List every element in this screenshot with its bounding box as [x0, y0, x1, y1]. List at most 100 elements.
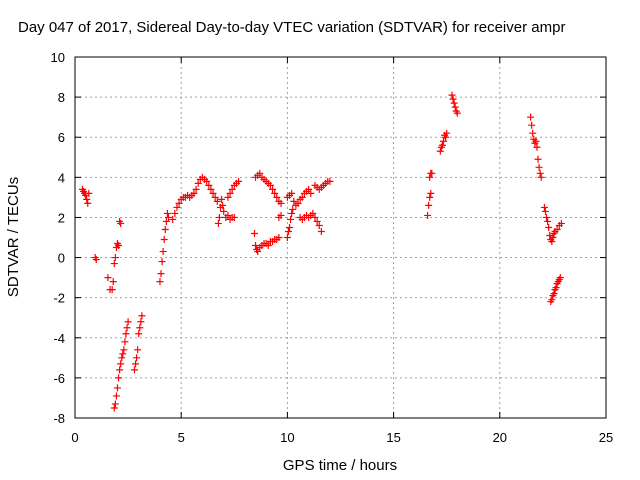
x-tick-label: 5 — [178, 430, 185, 445]
data-point-plus-marker — [113, 384, 121, 392]
data-point-plus-marker — [552, 284, 560, 292]
data-point-plus-marker — [548, 238, 556, 246]
data-point-plus-marker — [448, 91, 456, 99]
data-point-plus-marker — [442, 133, 450, 141]
data-point-plus-marker — [109, 278, 117, 286]
data-point-plus-marker — [427, 189, 435, 197]
data-point-plus-marker — [529, 129, 537, 137]
data-point-plus-marker — [550, 290, 558, 298]
data-point-plus-marker — [121, 338, 129, 346]
y-tick-label: 4 — [58, 170, 65, 185]
data-point-plus-marker — [130, 366, 138, 374]
data-point-plus-marker — [288, 189, 296, 197]
data-point-plus-marker — [207, 185, 215, 193]
data-point-plus-marker — [215, 213, 223, 221]
data-point-plus-marker — [175, 199, 183, 207]
data-point-plus-marker — [532, 137, 540, 145]
data-point-plus-marker — [112, 392, 120, 400]
data-point-plus-marker — [284, 227, 292, 235]
plot-frame — [74, 56, 607, 419]
data-point-plus-marker — [116, 366, 124, 374]
data-point-plus-marker — [228, 185, 236, 193]
data-point-plus-marker — [235, 177, 243, 185]
data-point-plus-marker — [224, 211, 232, 219]
data-point-plus-marker — [209, 189, 217, 197]
data-point-plus-marker — [92, 256, 100, 264]
data-point-plus-marker — [450, 99, 458, 107]
data-point-plus-marker — [277, 211, 285, 219]
data-point-plus-marker — [556, 274, 564, 282]
data-point-plus-marker — [213, 197, 221, 205]
data-point-plus-marker — [294, 199, 302, 207]
data-point-plus-marker — [132, 360, 140, 368]
axis-ticks: 0 5 10 15 20 25 -8 -6 -4 -2 0 2 4 6 8 10 — [51, 50, 614, 445]
data-point-plus-marker — [123, 324, 131, 332]
data-point-plus-marker — [111, 400, 119, 408]
data-point-plus-marker — [156, 278, 164, 286]
data-point-plus-marker — [173, 203, 181, 211]
data-point-plus-marker — [115, 374, 123, 382]
data-point-plus-marker — [305, 185, 313, 193]
data-point-plus-marker — [133, 354, 141, 362]
x-axis-title: GPS time / hours — [283, 457, 397, 474]
data-point-plus-marker — [194, 179, 202, 187]
data-point-plus-marker — [313, 217, 321, 225]
data-point-plus-marker — [160, 236, 168, 244]
data-point-plus-marker — [164, 213, 172, 221]
data-point-plus-marker — [122, 330, 130, 338]
data-point-plus-marker — [287, 215, 295, 223]
y-tick-label: -8 — [53, 411, 65, 426]
data-point-plus-marker — [192, 185, 200, 193]
data-point-plus-marker — [226, 189, 234, 197]
y-tick-label: -2 — [53, 291, 65, 306]
x-tick-label: 10 — [280, 430, 294, 445]
grid-lines — [75, 57, 606, 418]
data-point-plus-marker — [533, 143, 541, 151]
data-point-plus-marker — [451, 103, 459, 111]
data-point-plus-marker — [264, 242, 272, 250]
data-point-plus-marker — [135, 330, 143, 338]
data-point-plus-marker — [250, 229, 258, 237]
data-point-plus-marker — [549, 234, 557, 241]
data-point-plus-marker — [205, 181, 213, 189]
chart-title: Day 047 of 2017, Sidereal Day-to-day VTE… — [18, 19, 565, 36]
data-point-plus-marker — [275, 234, 283, 241]
y-tick-label: -4 — [53, 331, 65, 346]
data-point-plus-marker — [545, 223, 553, 231]
data-point-plus-marker — [309, 209, 317, 217]
data-point-plus-marker — [273, 193, 281, 201]
data-point-plus-marker — [137, 318, 145, 326]
data-point-plus-marker — [138, 312, 146, 320]
data-point-plus-marker — [136, 324, 144, 332]
data-point-plus-marker — [161, 225, 169, 233]
data-point-plus-marker — [315, 221, 323, 229]
data-point-plus-marker — [218, 195, 226, 203]
data-point-plus-marker — [311, 213, 319, 221]
data-point-plus-marker — [159, 248, 167, 256]
data-point-plus-marker — [528, 121, 536, 129]
data-point-plus-marker — [440, 137, 448, 145]
data-point-plus-marker — [256, 169, 264, 177]
data-point-plus-marker — [298, 193, 306, 201]
y-tick-label: 0 — [58, 251, 65, 266]
x-tick-label: 25 — [599, 430, 613, 445]
data-point-plus-marker — [307, 189, 315, 197]
data-point-plus-marker — [111, 254, 119, 262]
data-point-plus-marker — [424, 211, 432, 219]
data-point-plus-marker — [544, 217, 552, 225]
data-point-plus-marker — [85, 189, 93, 197]
data-point-plus-marker — [436, 147, 444, 155]
data-point-plus-marker — [104, 274, 112, 282]
data-point-plus-marker — [254, 248, 262, 256]
data-point-plus-marker — [288, 209, 296, 217]
data-point-plus-marker — [425, 201, 433, 209]
data-point-plus-marker — [426, 173, 434, 181]
data-point-plus-marker — [220, 207, 228, 215]
data-point-plus-marker — [536, 169, 544, 177]
data-point-plus-marker — [108, 286, 116, 294]
data-point-plus-marker — [124, 318, 132, 326]
data-point-plus-marker — [134, 346, 142, 354]
data-point-plus-marker — [162, 217, 170, 225]
y-tick-label: 2 — [58, 210, 65, 225]
